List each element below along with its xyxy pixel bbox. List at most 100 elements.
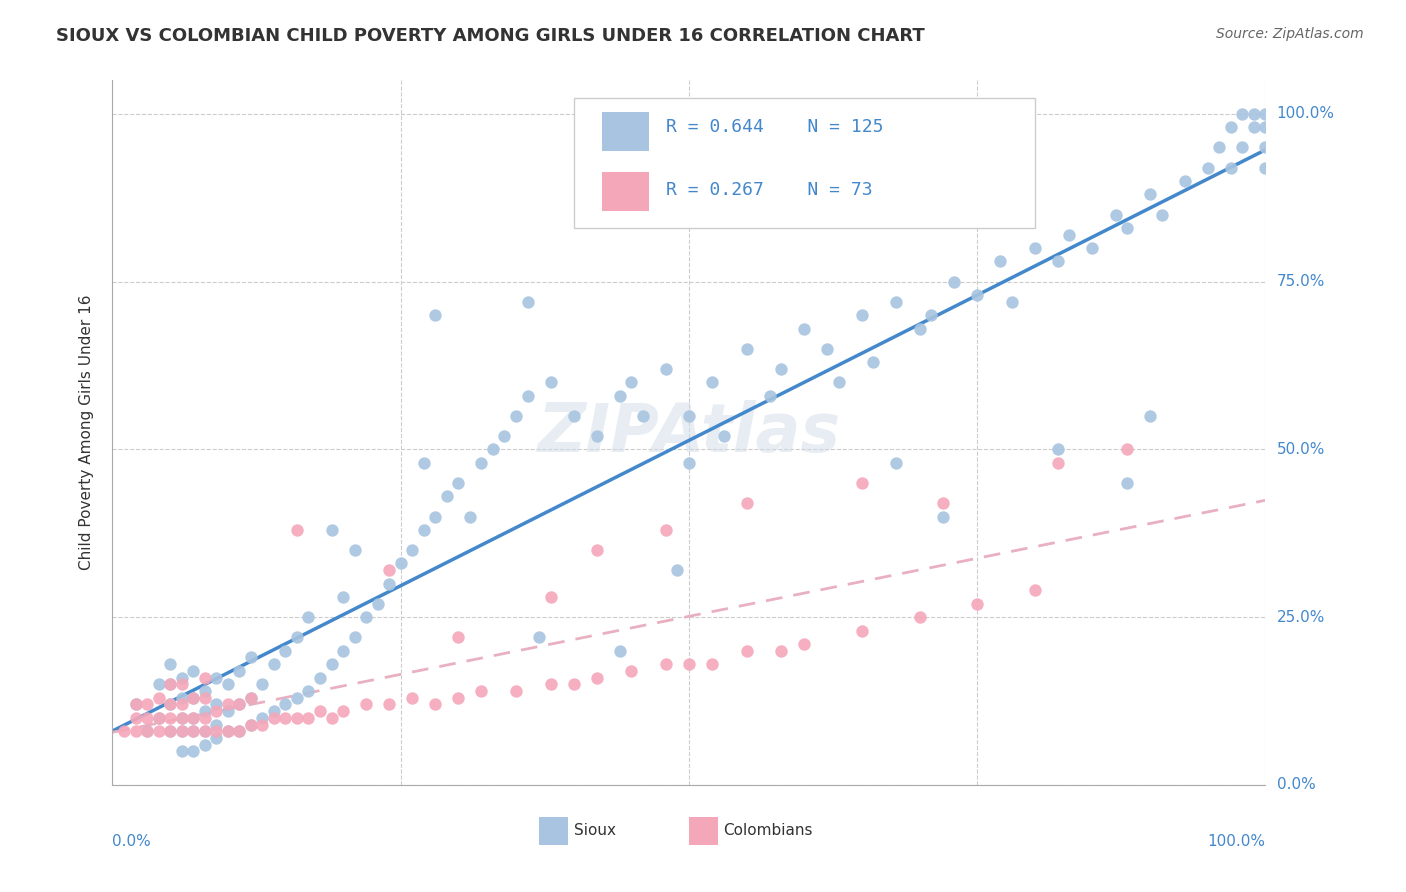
Point (655, 523, 678, 537)
Point (148, 690, 170, 705)
Point (217, 677, 239, 691)
Point (436, 489, 458, 503)
Point (828, 376, 851, 390)
Point (425, 308, 447, 322)
Point (285, 711, 308, 725)
Point (148, 724, 170, 739)
Text: R = 0.267    N = 73: R = 0.267 N = 73 (666, 180, 873, 199)
Point (966, 597, 988, 611)
Point (297, 610, 319, 624)
Point (1219, 120, 1241, 135)
Text: 25.0%: 25.0% (1277, 609, 1324, 624)
Point (851, 475, 873, 490)
Point (886, 294, 908, 309)
Point (1046, 254, 1069, 268)
Point (205, 671, 228, 685)
Point (170, 724, 193, 739)
Point (1243, 107, 1265, 121)
Text: R = 0.644    N = 125: R = 0.644 N = 125 (666, 119, 883, 136)
Point (886, 456, 908, 470)
Point (309, 704, 332, 718)
Point (378, 698, 401, 712)
Point (159, 698, 181, 712)
Point (862, 355, 884, 369)
Point (159, 677, 181, 691)
Point (585, 429, 607, 443)
Bar (538, 817, 568, 845)
Point (1104, 207, 1126, 221)
Point (401, 690, 423, 705)
Point (1116, 442, 1139, 457)
Point (332, 590, 354, 604)
Point (297, 684, 319, 698)
Point (1232, 140, 1254, 154)
Text: Colombians: Colombians (724, 823, 813, 838)
Text: 0.0%: 0.0% (1277, 778, 1315, 792)
Point (562, 677, 585, 691)
Point (181, 711, 204, 725)
Point (678, 409, 700, 423)
Point (194, 684, 217, 698)
Point (631, 409, 654, 423)
Point (112, 724, 135, 739)
Point (447, 475, 470, 490)
Point (678, 657, 700, 672)
Point (1059, 227, 1081, 242)
Point (285, 630, 308, 644)
Point (585, 671, 607, 685)
Point (205, 731, 228, 745)
Point (205, 698, 228, 712)
Text: SIOUX VS COLOMBIAN CHILD POVERTY AMONG GIRLS UNDER 16 CORRELATION CHART: SIOUX VS COLOMBIAN CHILD POVERTY AMONG G… (56, 27, 925, 45)
Point (1254, 140, 1277, 154)
Point (354, 698, 377, 712)
Point (1024, 583, 1046, 598)
Point (851, 308, 873, 322)
Point (159, 677, 181, 691)
Point (205, 724, 228, 739)
Point (217, 704, 239, 718)
Point (159, 698, 181, 712)
Point (194, 690, 217, 705)
Point (205, 704, 228, 718)
Point (655, 657, 678, 672)
Point (425, 509, 447, 524)
Point (239, 650, 262, 665)
Point (136, 724, 159, 739)
Point (609, 389, 631, 403)
Point (136, 711, 159, 725)
Point (170, 690, 193, 705)
Point (252, 717, 274, 731)
Point (1046, 442, 1069, 457)
Point (494, 429, 516, 443)
Point (181, 664, 204, 678)
Point (217, 698, 239, 712)
Point (239, 690, 262, 705)
Point (181, 690, 204, 705)
Point (609, 644, 631, 658)
Point (136, 698, 159, 712)
Point (1219, 161, 1241, 175)
Point (321, 523, 343, 537)
Point (505, 684, 527, 698)
Point (252, 677, 274, 691)
Point (297, 711, 319, 725)
Point (148, 711, 170, 725)
Point (1254, 120, 1277, 135)
Point (217, 724, 239, 739)
Point (378, 576, 401, 591)
Point (228, 698, 250, 712)
Point (620, 664, 643, 678)
Point (1024, 241, 1046, 255)
Point (159, 724, 181, 739)
Point (447, 630, 470, 644)
Point (274, 644, 297, 658)
Point (1116, 221, 1139, 235)
Point (252, 711, 274, 725)
Point (148, 711, 170, 725)
Point (412, 523, 434, 537)
Point (124, 698, 146, 712)
Point (332, 644, 354, 658)
Text: 75.0%: 75.0% (1277, 274, 1324, 289)
Point (194, 724, 217, 739)
Text: 0.0%: 0.0% (112, 834, 152, 849)
